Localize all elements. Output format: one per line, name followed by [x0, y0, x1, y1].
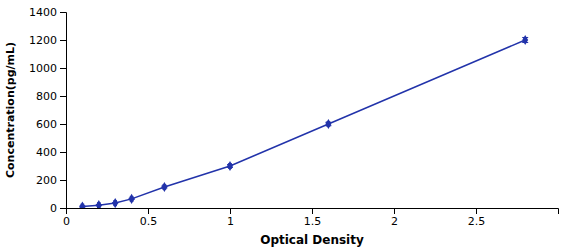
- tick-mark: [60, 152, 66, 153]
- tick: 0.5: [140, 208, 158, 228]
- tick: 1: [227, 208, 234, 228]
- tick-label: 1200: [29, 34, 57, 47]
- marker: [96, 200, 102, 208]
- tick-label: 800: [36, 90, 57, 103]
- tick: 1400: [29, 6, 66, 19]
- tick: 2.5: [468, 208, 486, 228]
- chart: 0 0.5 1 1.5 2 2.5 0 200 400 600 800 1000 1200 1400 Opt…: [0, 0, 576, 252]
- tick-label: 1000: [29, 62, 57, 75]
- tick: 1200: [29, 34, 66, 47]
- tick-label: 2: [391, 215, 398, 228]
- tick-mark: [60, 12, 66, 13]
- tick: 600: [36, 118, 66, 131]
- tick-label: 2.5: [468, 215, 486, 228]
- tick-label: 0.5: [140, 215, 158, 228]
- marker: [112, 198, 118, 208]
- tick-mark: [60, 68, 66, 69]
- marker: [129, 194, 135, 204]
- tick: 200: [36, 174, 66, 187]
- tick: 0: [63, 208, 70, 228]
- x-axis: 0 0.5 1 1.5 2 2.5: [63, 208, 559, 228]
- tick-mark: [148, 208, 149, 214]
- marks: [79, 35, 528, 208]
- marker: [161, 182, 167, 192]
- axis-line: [60, 13, 67, 209]
- tick: 800: [36, 90, 66, 103]
- tick-mark: [60, 208, 66, 209]
- plot-area: 0 0.5 1 1.5 2 2.5 0 200 400 600 800 1000 1200 1400: [29, 6, 559, 228]
- x-axis-title: Optical Density: [260, 233, 364, 247]
- error-bars: [79, 37, 528, 208]
- tick-mark: [312, 208, 313, 214]
- tick: 400: [36, 146, 66, 159]
- marker: [227, 161, 233, 171]
- markers: [79, 35, 528, 208]
- line: [82, 40, 525, 207]
- tick-label: 1: [227, 215, 234, 228]
- marker: [522, 35, 528, 45]
- tick: 2: [391, 208, 398, 228]
- tick-label: 0: [50, 202, 57, 215]
- tick-label: 600: [36, 118, 57, 131]
- tick: 1000: [29, 62, 66, 75]
- tick-label: 1400: [29, 6, 57, 19]
- y-axis-title: Concentration(pg/mL): [4, 42, 17, 178]
- tick-label: 200: [36, 174, 57, 187]
- tick-mark: [60, 124, 66, 125]
- tick: 0: [50, 202, 66, 215]
- tick-mark: [60, 180, 66, 181]
- y-axis: 0 200 400 600 800 1000 1200 1400: [29, 6, 67, 215]
- tick-mark: [60, 96, 66, 97]
- tick-mark: [394, 208, 395, 214]
- tick-mark: [476, 208, 477, 214]
- tick: 1.5: [304, 208, 322, 228]
- tick-label: 400: [36, 146, 57, 159]
- axis-line: [67, 209, 559, 215]
- tick-label: 0: [63, 215, 70, 228]
- tick-mark: [230, 208, 231, 214]
- tick-mark: [60, 40, 66, 41]
- tick-label: 1.5: [304, 215, 322, 228]
- marker: [79, 202, 85, 208]
- marker: [325, 119, 331, 129]
